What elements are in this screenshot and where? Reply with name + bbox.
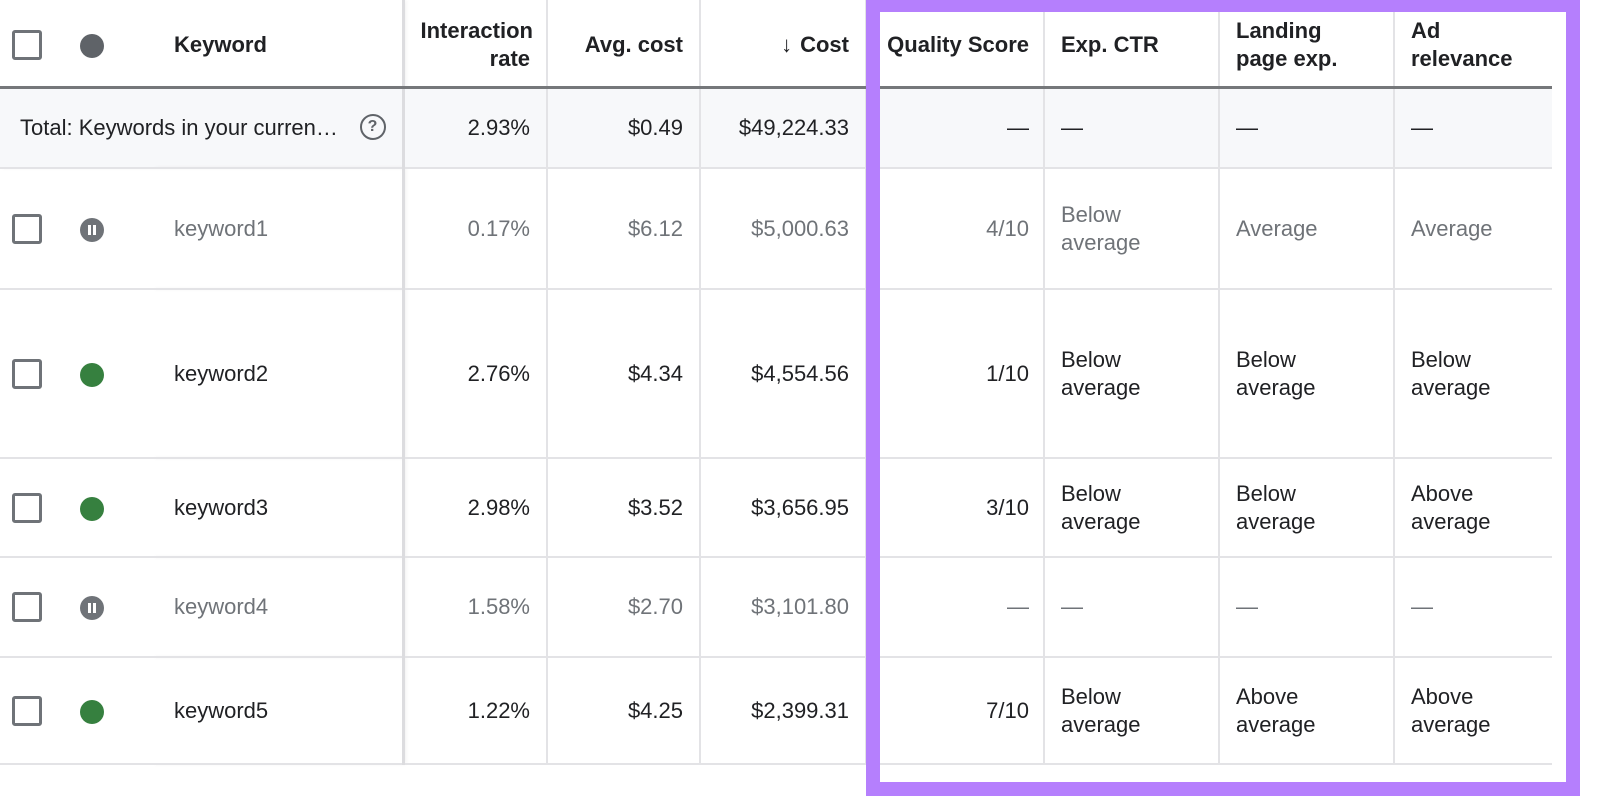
quality-score: 3/10 [866,458,1045,558]
exp-ctr: Below average [1044,657,1220,765]
column-landing-page-exp[interactable]: Landing page exp. [1219,0,1395,89]
total-cost: $49,224.33 [700,87,867,169]
column-keyword[interactable]: Keyword [152,0,405,89]
table-row: keyword3 2.98% $3.52 $3,656.95 3/10 Below ave… [0,458,1552,558]
interaction-rate: 2.98% [403,458,548,558]
interaction-rate: 1.58% [403,557,548,658]
exp-ctr: Below average [1044,289,1220,459]
landing-page-exp: Below average [1219,458,1395,558]
column-quality-score[interactable]: Quality Score [866,0,1045,89]
interaction-rate: 1.22% [403,657,548,765]
enabled-status-icon[interactable] [80,699,104,724]
cost: $5,000.63 [700,168,867,290]
row-checkbox[interactable] [12,213,42,244]
total-row: Total: Keywords in your curren…? 2.93% $… [0,87,1552,169]
avg-cost: $3.52 [547,458,701,558]
column-avg-cost[interactable]: Avg. cost [547,0,701,89]
quality-score: 4/10 [866,168,1045,290]
landing-page-exp: Above average [1219,657,1395,765]
avg-cost: $2.70 [547,557,701,658]
total-exp-ctr: — [1044,87,1220,169]
interaction-rate: 0.17% [403,168,548,290]
ad-relevance: Average [1394,168,1552,290]
quality-score: 1/10 [866,289,1045,459]
keyword-link[interactable]: keyword5 [152,657,405,765]
total-label: Total: Keywords in your curren… [20,115,338,140]
interaction-rate: 2.76% [403,289,548,459]
table-row: keyword1 0.17% $6.12 $5,000.63 4/10 Below ave… [0,168,1552,290]
ad-relevance: Above average [1394,657,1552,765]
ad-relevance: Above average [1394,458,1552,558]
help-icon[interactable]: ? [359,114,386,140]
keywords-table: Keyword Interaction rate Avg. cost ↓ Cost… [0,0,1552,765]
table-row: keyword2 2.76% $4.34 $4,554.56 1/10 Below ave… [0,289,1552,459]
row-checkbox[interactable] [12,358,42,389]
landing-page-exp: — [1219,557,1395,658]
column-interaction-rate[interactable]: Interaction rate [403,0,548,89]
paused-status-icon[interactable] [80,596,104,621]
paused-status-icon[interactable] [80,217,104,242]
total-landing-page: — [1219,87,1395,169]
keyword-link[interactable]: keyword1 [152,168,405,290]
row-checkbox[interactable] [12,592,42,623]
sort-arrow-down-icon: ↓ [781,32,793,57]
table-row: keyword4 1.58% $2.70 $3,101.80— — — — [0,557,1552,658]
row-checkbox[interactable] [12,492,42,523]
keyword-link[interactable]: keyword3 [152,458,405,558]
cost: $2,399.31 [700,657,867,765]
enabled-status-icon[interactable] [80,362,104,387]
ad-relevance: — [1394,557,1552,658]
keyword-link[interactable]: keyword2 [152,289,405,459]
column-exp-ctr[interactable]: Exp. CTR [1044,0,1220,89]
cost: $4,554.56 [700,289,867,459]
total-quality-score: — [866,87,1045,169]
keyword-link[interactable]: keyword4 [152,557,405,658]
exp-ctr: Below average [1044,458,1220,558]
header-row: Keyword Interaction rate Avg. cost ↓ Cost… [0,0,1552,89]
avg-cost: $6.12 [547,168,701,290]
column-cost[interactable]: ↓ Cost [700,0,867,89]
table-row: keyword5 1.22% $4.25 $2,399.31 7/10 Below ave… [0,657,1552,765]
quality-score: — [866,557,1045,658]
column-ad-relevance[interactable]: Ad relevance [1394,0,1552,89]
total-ad-relevance: — [1394,87,1552,169]
cost: $3,101.80 [700,557,867,658]
quality-score: 7/10 [866,657,1045,765]
exp-ctr: — [1044,557,1220,658]
landing-page-exp: Average [1219,168,1395,290]
avg-cost: $4.34 [547,289,701,459]
cost: $3,656.95 [700,458,867,558]
status-column-icon[interactable] [80,34,104,59]
total-interaction-rate: 2.93% [403,87,548,169]
select-all-checkbox[interactable] [12,30,42,61]
avg-cost: $4.25 [547,657,701,765]
row-checkbox[interactable] [12,695,42,726]
total-avg-cost: $0.49 [547,87,701,169]
landing-page-exp: Below average [1219,289,1395,459]
exp-ctr: Below average [1044,168,1220,290]
enabled-status-icon[interactable] [80,496,104,521]
ad-relevance: Below average [1394,289,1552,459]
